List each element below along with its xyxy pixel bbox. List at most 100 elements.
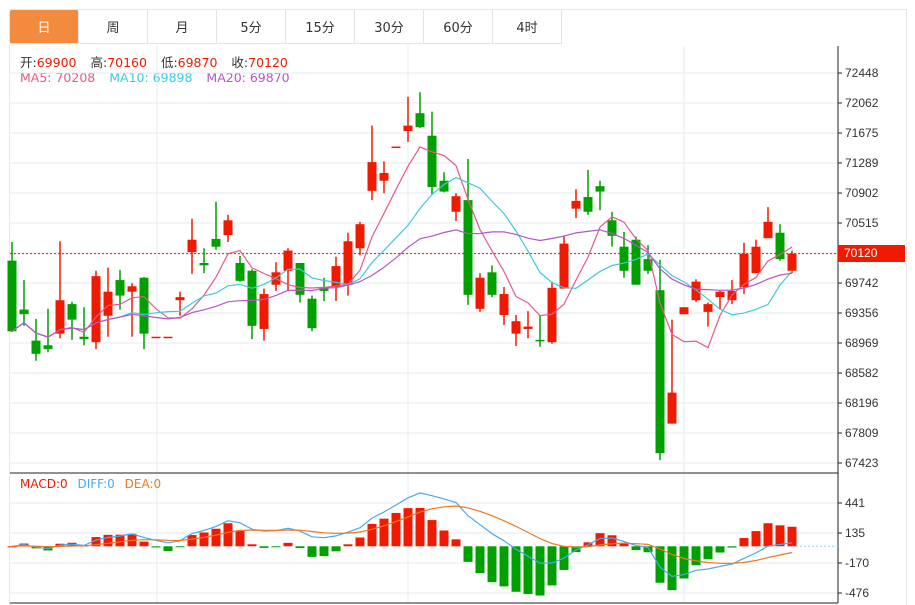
tab-1[interactable]: 周 — [79, 10, 148, 44]
candle-body — [463, 200, 473, 295]
candle-body — [655, 290, 665, 454]
candle-body — [355, 224, 365, 249]
candle-body — [319, 287, 329, 291]
macd-bar — [643, 546, 653, 553]
macd-bar — [235, 531, 245, 547]
candle-body — [259, 294, 269, 329]
macd-bar — [535, 546, 545, 596]
macd-bar — [175, 546, 185, 548]
macd-bar — [343, 544, 353, 547]
macd-legend: MACD:0 DIFF:0 DEA:0 — [20, 477, 171, 491]
candle-body — [139, 277, 149, 334]
candle-body — [643, 259, 653, 271]
macd-bar — [163, 546, 173, 552]
macd-bar — [403, 508, 413, 547]
macd-bar — [355, 537, 365, 547]
candle-body — [91, 276, 101, 343]
candle-body — [475, 277, 485, 309]
candle-body — [127, 286, 137, 292]
candle-body — [7, 260, 17, 332]
macd-bar — [367, 523, 377, 547]
price-tick-label: 68969 — [845, 336, 879, 350]
tab-4[interactable]: 15分 — [286, 10, 355, 44]
tab-7[interactable]: 4时 — [493, 10, 562, 44]
candle-body — [79, 336, 89, 340]
candle-body — [451, 196, 461, 212]
macd-bar — [7, 546, 17, 548]
candle-body — [763, 221, 773, 239]
candle-body — [619, 246, 629, 271]
ma-legend: MA5: 70208 MA10: 69898 MA20: 69870 — [20, 70, 300, 85]
macd-bar — [547, 546, 557, 586]
candle-body — [595, 186, 605, 192]
tab-0[interactable]: 日 — [10, 10, 79, 44]
macd-bar — [679, 546, 689, 579]
macd-bar — [439, 530, 449, 547]
macd-bar — [775, 525, 785, 547]
ma5-label: MA5: 70208 — [20, 70, 96, 85]
macd-bar — [415, 507, 425, 547]
candle-body — [307, 298, 317, 329]
macd-bar — [379, 518, 389, 547]
macd-bar — [199, 532, 209, 547]
tab-3[interactable]: 5分 — [217, 10, 286, 44]
price-tick-label: 71289 — [845, 156, 879, 170]
current-price-tag: 70120 — [838, 245, 905, 262]
candle-body — [775, 232, 785, 260]
candle-body — [511, 321, 521, 334]
price-tick-label: 70515 — [845, 216, 879, 230]
candle-body — [283, 250, 293, 271]
macd-bar — [691, 546, 701, 566]
ma10-line — [11, 176, 793, 338]
candle-body — [103, 291, 113, 316]
close-label: 收: — [231, 55, 249, 70]
macd-bar — [787, 526, 797, 547]
price-tick-label: 67809 — [845, 426, 879, 440]
ma20-label: MA20: 69870 — [206, 70, 290, 85]
candle-body — [499, 294, 509, 315]
tab-2[interactable]: 月 — [148, 10, 217, 44]
macd-tick-label: 441 — [845, 496, 865, 510]
macd-bar — [751, 531, 761, 547]
candle-body — [583, 197, 593, 212]
macd-bar — [307, 546, 317, 557]
candle-body — [631, 239, 641, 285]
low-value: 69870 — [177, 55, 218, 70]
macd-bar — [151, 546, 161, 548]
candle-body — [391, 146, 401, 149]
macd-tick-label: -476 — [845, 586, 869, 600]
candle-body — [67, 304, 77, 320]
macd-bar — [727, 546, 737, 548]
macd-bar — [319, 546, 329, 557]
macd-bar — [595, 533, 605, 547]
dea-line — [11, 505, 793, 565]
price-tick-label: 69742 — [845, 276, 879, 290]
ma5-line — [11, 146, 793, 349]
tab-5[interactable]: 30分 — [355, 10, 424, 44]
macd-bar — [739, 538, 749, 547]
high-value: 70160 — [107, 55, 147, 70]
diff-label: DIFF:0 — [77, 477, 115, 491]
tab-6[interactable]: 60分 — [424, 10, 493, 44]
candle-body — [547, 287, 557, 343]
candle-body — [331, 266, 341, 288]
macd-bar — [607, 535, 617, 547]
price-tick-label: 72448 — [845, 66, 879, 80]
candle-body — [151, 336, 161, 339]
macd-tick-label: 135 — [845, 526, 865, 540]
macd-bar — [487, 546, 497, 583]
macd-bar — [187, 535, 197, 547]
open-value: 69900 — [36, 55, 77, 70]
ma10-label: MA10: 69898 — [109, 70, 193, 85]
candle-body — [43, 345, 53, 350]
candle-body — [607, 220, 617, 236]
candle-body — [223, 220, 233, 236]
candle-body — [55, 300, 65, 334]
candle-body — [379, 172, 389, 181]
macd-bar — [247, 544, 257, 547]
candle-body — [19, 309, 29, 315]
macd-bar — [259, 546, 269, 548]
macd-bar — [667, 546, 677, 591]
candle-body — [163, 336, 173, 339]
